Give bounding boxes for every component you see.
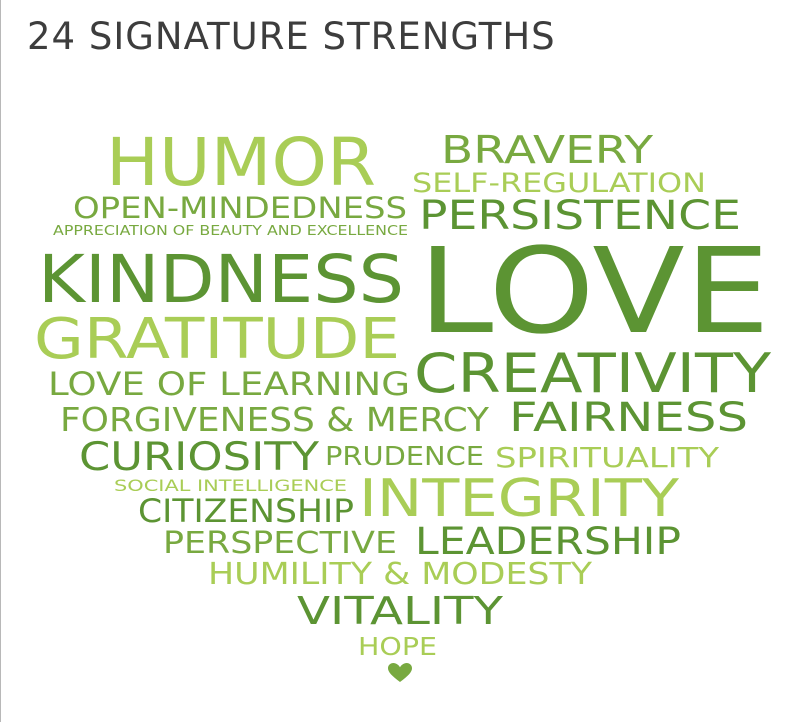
word-forgiveness: FORGIVENESS & MERCY (60, 400, 489, 439)
word-appreciation: APPRECIATION OF BEAUTY AND EXCELLENCE (53, 224, 408, 239)
page-title: 24 SIGNATURE STRENGTHS (27, 15, 556, 58)
word-prudence: PRUDENCE (325, 442, 484, 472)
word-humility: HUMILITY & MODESTY (208, 557, 592, 592)
word-creativity: CREATIVITY (414, 342, 771, 405)
word-kindness: KINDNESS (38, 241, 404, 318)
word-citizenship: CITIZENSHIP (138, 492, 354, 530)
word-love-of-learning: LOVE OF LEARNING (48, 365, 410, 403)
word-curiosity: CURIOSITY (79, 435, 319, 480)
word-perspective: PERSPECTIVE (163, 526, 397, 561)
word-integrity: INTEGRITY (359, 469, 679, 529)
word-gratitude: GRATITUDE (34, 307, 400, 372)
word-humor: HUMOR (106, 124, 376, 201)
word-self-regulation: SELF-REGULATION (412, 168, 706, 199)
word-vitality: VITALITY (297, 589, 503, 633)
word-fairness: FAIRNESS (509, 395, 748, 441)
word-spirituality: SPIRITUALITY (495, 441, 719, 474)
word-bravery: BRAVERY (441, 128, 653, 172)
heart-icon (388, 663, 412, 682)
word-social-intelligence: SOCIAL INTELLIGENCE (114, 476, 347, 495)
word-leadership: LEADERSHIP (415, 520, 681, 563)
word-love: LOVE (418, 222, 770, 360)
word-hope: HOPE (358, 632, 437, 661)
word-persistence: PERSISTENCE (419, 193, 741, 239)
word-open-mindedness: OPEN-MINDEDNESS (73, 191, 407, 225)
